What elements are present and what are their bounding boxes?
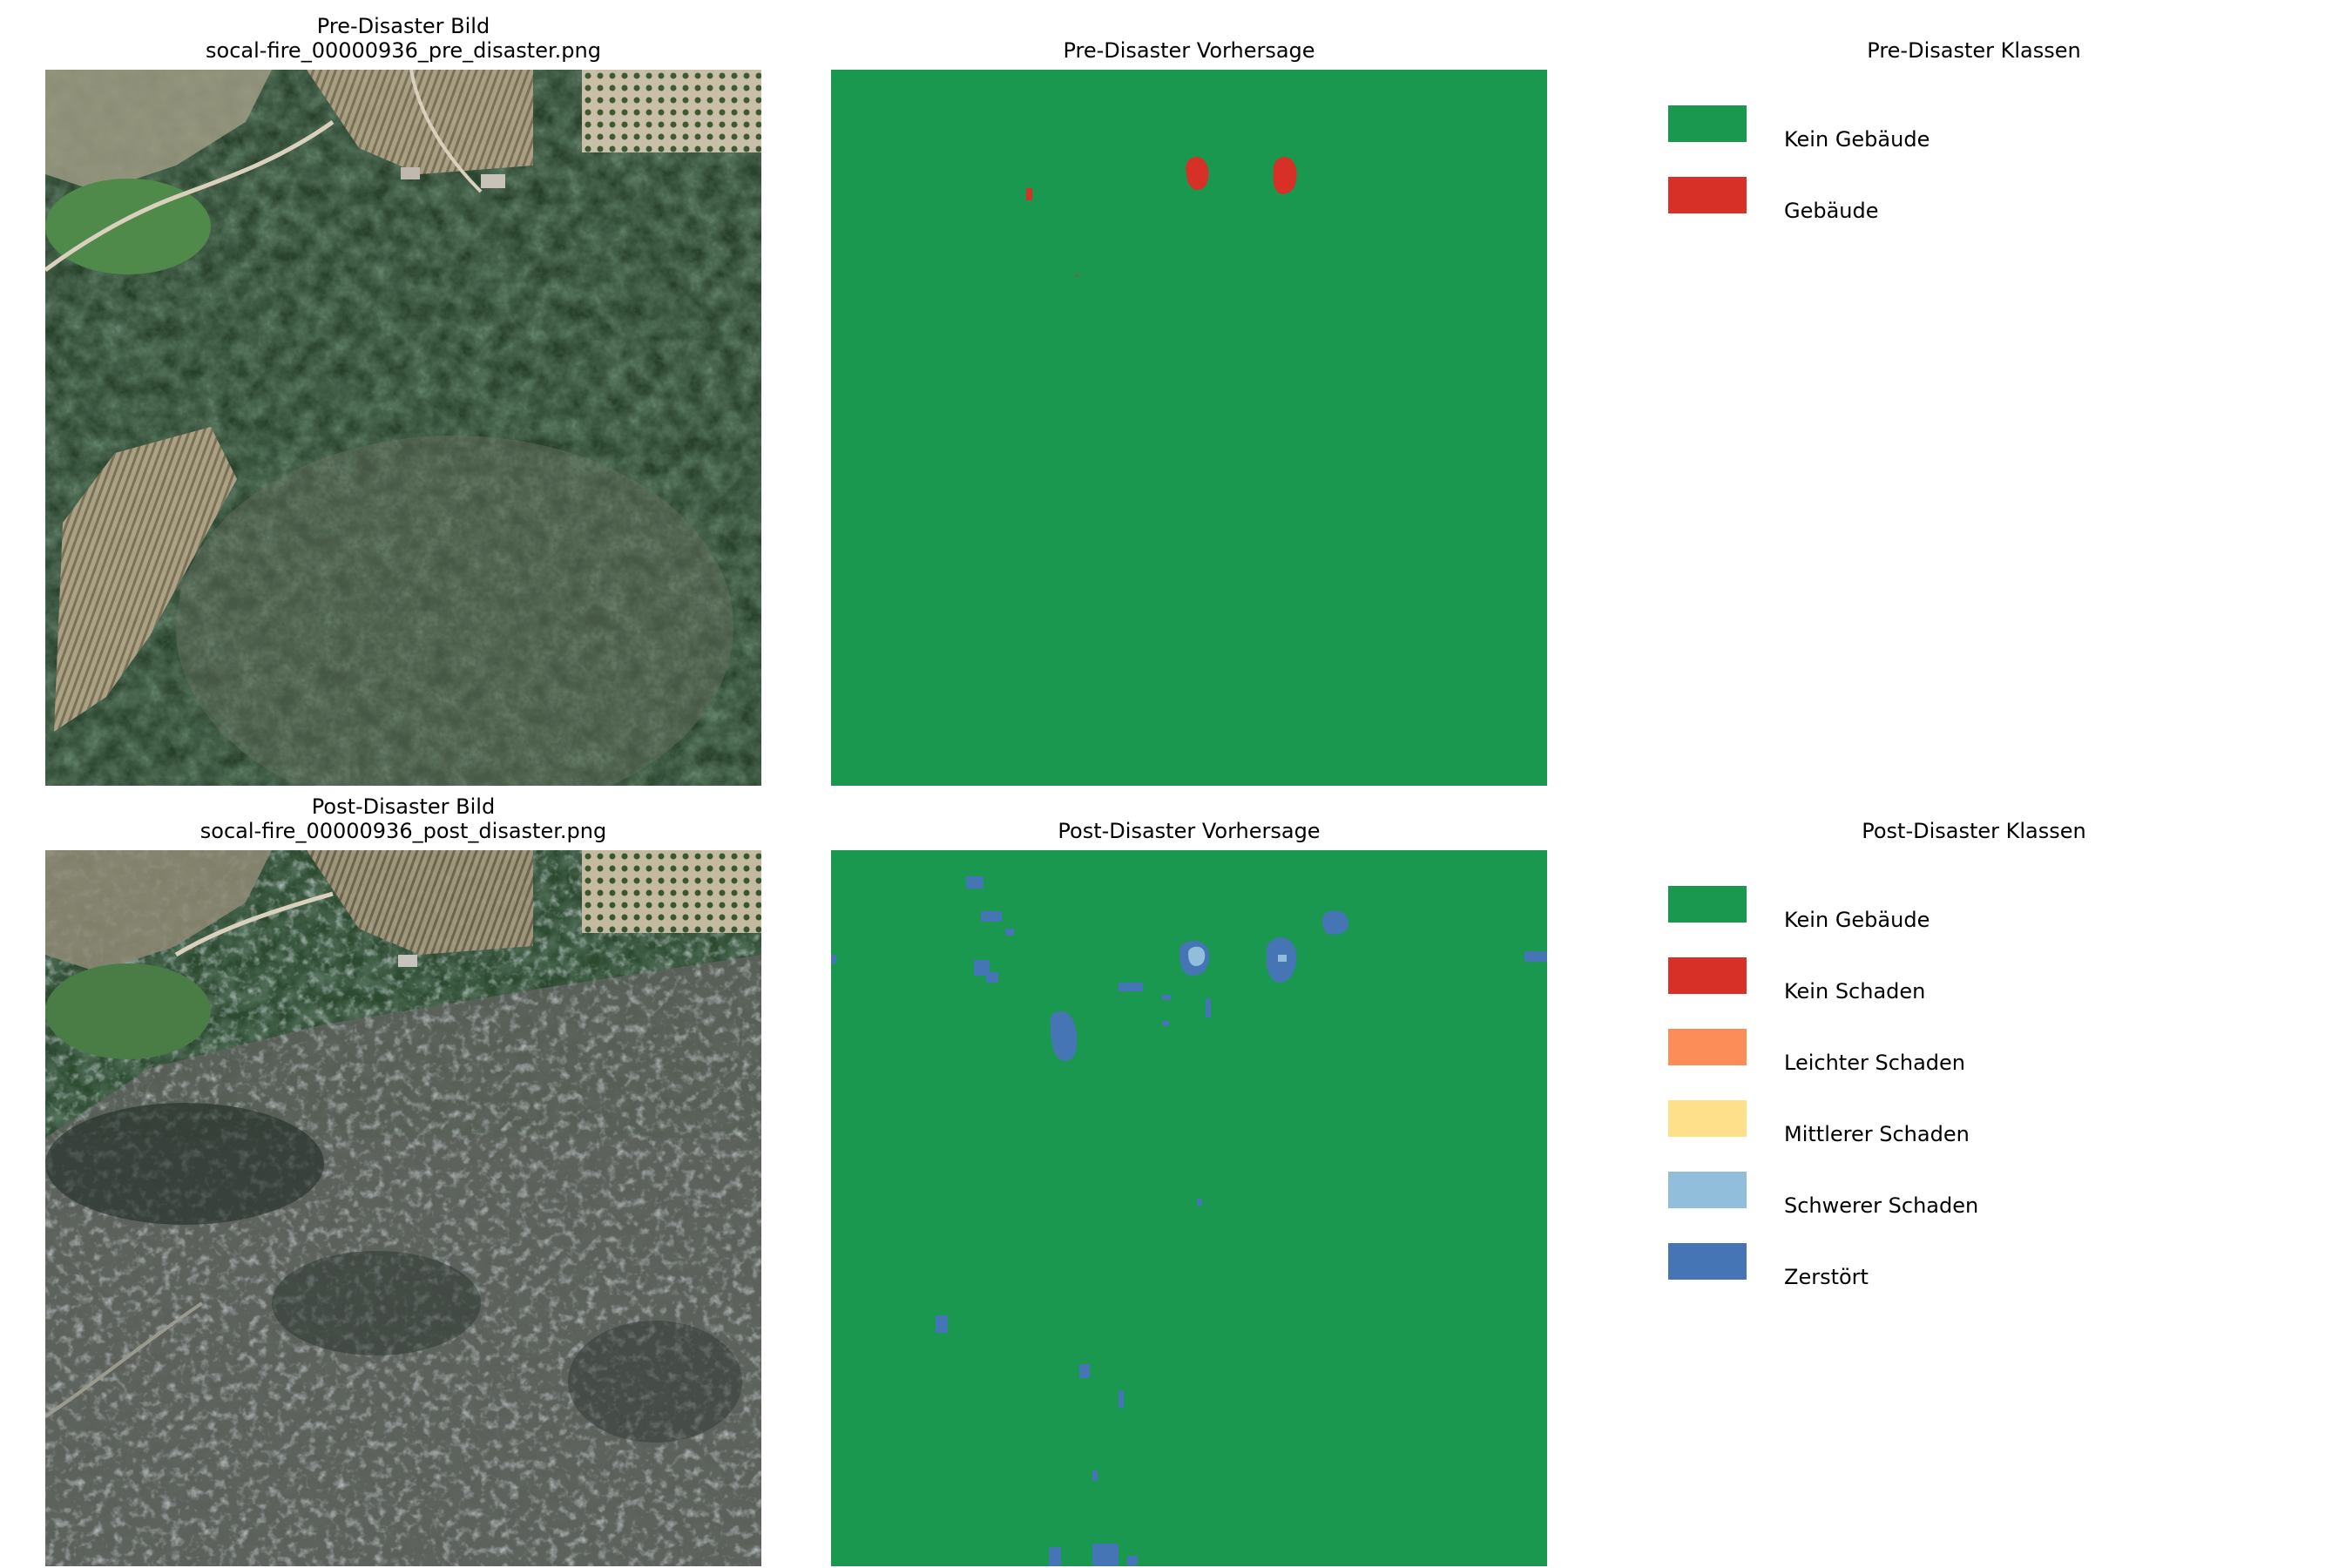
post-destroyed-regions — [831, 876, 1547, 1566]
post-legend-swatch-3 — [1668, 1100, 1747, 1137]
post-image-title-line1: Post-Disaster Bild — [311, 794, 496, 819]
pre-legend-label-0: Kein Gebäude — [1784, 127, 1930, 152]
pre-legend-label-1: Gebäude — [1784, 199, 1879, 223]
post-prediction-mask — [831, 850, 1547, 1566]
pre-building-blob-2 — [1273, 157, 1297, 194]
post-prediction-title: Post-Disaster Vorhersage — [1058, 819, 1321, 843]
post-legend-label-4: Schwerer Schaden — [1784, 1193, 1979, 1218]
pre-legend-title: Pre-Disaster Klassen — [1867, 38, 2081, 63]
pre-image-title-line2: socal-fire_00000936_pre_disaster.png — [206, 38, 601, 63]
post-legend-swatch-2 — [1668, 1029, 1747, 1065]
pre-prediction-title: Pre-Disaster Vorhersage — [1063, 38, 1315, 63]
post-legend-label-0: Kein Gebäude — [1784, 908, 1930, 932]
post-disaster-image — [45, 850, 761, 1566]
pre-image-title-line1: Pre-Disaster Bild — [316, 14, 490, 38]
pre-legend-swatch-1 — [1668, 177, 1747, 213]
pre-disaster-prediction-map — [831, 70, 1547, 786]
pre-legend-swatch-0 — [1668, 105, 1747, 142]
pre-building-blob-1 — [1186, 157, 1209, 190]
pre-building-blob-3 — [1026, 188, 1032, 200]
post-legend-label-3: Mittlerer Schaden — [1784, 1122, 1970, 1146]
post-legend-swatch-5 — [1668, 1243, 1747, 1280]
post-legend-title: Post-Disaster Klassen — [1862, 819, 2086, 843]
pre-prediction-mask — [831, 70, 1547, 786]
post-legend-swatch-1 — [1668, 957, 1747, 994]
post-disaster-satellite-photo — [45, 850, 761, 1566]
post-legend-label-5: Zerstört — [1784, 1265, 1869, 1289]
pre-disaster-satellite-photo — [45, 70, 761, 786]
post-disaster-prediction-map — [831, 850, 1547, 1566]
pre-disaster-image — [45, 70, 761, 786]
post-image-title-line2: socal-fire_00000936_post_disaster.png — [199, 819, 607, 843]
post-legend-swatch-4 — [1668, 1172, 1747, 1208]
post-legend-label-2: Leichter Schaden — [1784, 1051, 1966, 1075]
post-legend-swatch-0 — [1668, 886, 1747, 923]
post-major-damage-regions — [1188, 946, 1287, 966]
post-legend-label-1: Kein Schaden — [1784, 979, 1926, 1004]
